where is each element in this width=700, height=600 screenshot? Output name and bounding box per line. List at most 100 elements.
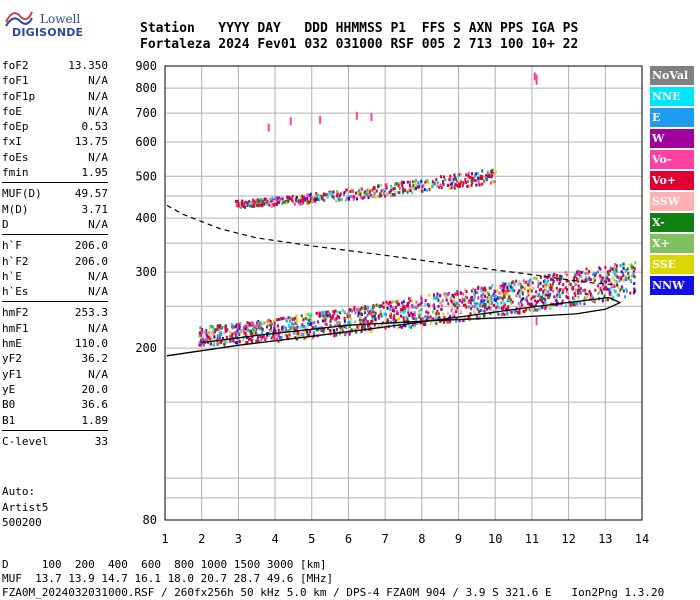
echo-point — [384, 194, 387, 198]
echo-point — [486, 307, 489, 311]
echo-point — [385, 300, 388, 304]
echo-point — [544, 283, 547, 287]
echo-point — [237, 331, 240, 335]
param-name: foF1 — [2, 74, 29, 88]
echo-point — [415, 306, 418, 310]
echo-point — [306, 201, 309, 205]
echo-point — [320, 195, 323, 199]
echo-point — [508, 289, 511, 293]
echo-point — [455, 310, 458, 314]
echo-point — [408, 324, 411, 328]
echo-point — [199, 331, 202, 335]
echo-point — [385, 320, 388, 324]
param-row: B1 1.89 — [2, 413, 108, 428]
echo-point — [502, 312, 505, 316]
echo-point — [325, 310, 328, 314]
parameter-panel: foF2 13.350 foF1 N/A foF1p N/A foE N/A foEp 0.53 f… — [2, 58, 108, 449]
echo-point — [258, 340, 261, 344]
echo-point — [436, 309, 439, 313]
param-value: N/A — [88, 321, 108, 335]
echo-point — [491, 180, 494, 184]
echo-point — [244, 342, 247, 346]
echo-point — [258, 199, 261, 203]
echo-point — [402, 315, 405, 319]
echo-point — [281, 325, 284, 329]
echo-point — [409, 189, 412, 193]
echo-point — [600, 286, 603, 290]
echo-point — [245, 335, 248, 339]
echo-point — [469, 312, 472, 316]
echo-point — [366, 188, 369, 192]
echo-point — [511, 286, 514, 290]
echo-point — [487, 293, 490, 297]
echo-point — [633, 275, 636, 279]
echo-point — [532, 309, 535, 313]
echo-point — [236, 328, 239, 332]
echo-point — [586, 293, 589, 297]
echo-point — [586, 295, 589, 299]
echo-point — [584, 288, 587, 292]
echo-point — [492, 173, 495, 177]
echo-point — [421, 317, 424, 321]
echo-point — [468, 299, 471, 303]
echo-point — [592, 277, 595, 281]
echo-point — [255, 198, 258, 202]
y-tick-label: 700 — [135, 106, 157, 120]
echo-point — [533, 276, 536, 280]
echo-point — [388, 300, 391, 304]
echo-point — [448, 320, 451, 324]
param-row: hmF2 253.3 — [2, 305, 108, 320]
x-tick-label: 10 — [488, 532, 502, 546]
echo-point — [355, 111, 358, 120]
echo-point — [527, 301, 530, 305]
echo-point — [291, 322, 294, 326]
echo-point — [487, 306, 490, 310]
echo-point — [564, 286, 567, 290]
echo-point — [315, 328, 318, 332]
echo-point — [428, 302, 431, 306]
echo-point — [347, 320, 350, 324]
echo-point — [247, 336, 250, 340]
echo-point — [345, 331, 348, 335]
echo-point — [224, 329, 227, 333]
echo-point — [359, 308, 362, 312]
echo-point — [244, 334, 247, 338]
echo-point — [347, 196, 350, 200]
echo-point — [604, 298, 607, 302]
echo-point — [382, 305, 385, 309]
echo-point — [623, 279, 626, 283]
echo-point — [561, 299, 564, 303]
echo-point — [412, 312, 415, 316]
echo-point — [572, 302, 575, 306]
echo-point — [507, 307, 510, 311]
echo-point — [611, 267, 614, 271]
echo-point — [402, 300, 405, 304]
echo-point — [305, 325, 308, 329]
echo-point — [256, 201, 259, 205]
echo-point — [242, 202, 245, 206]
echo-point — [422, 184, 425, 188]
echo-point — [333, 312, 336, 316]
echo-point — [402, 304, 405, 308]
echo-point — [322, 311, 325, 315]
echo-point — [333, 329, 336, 333]
param-name: B0 — [2, 398, 16, 412]
echo-point — [250, 322, 253, 326]
echo-point — [562, 288, 565, 292]
echo-point — [484, 294, 487, 298]
echo-point — [377, 315, 380, 319]
echo-point — [340, 325, 343, 329]
echo-point — [338, 321, 341, 325]
echo-point — [604, 277, 607, 281]
echo-point — [489, 181, 492, 185]
echo-point — [213, 340, 216, 344]
echo-point — [524, 286, 527, 290]
echo-point — [434, 296, 437, 300]
echo-point — [364, 305, 367, 309]
echo-point — [347, 311, 350, 315]
echo-point — [389, 194, 392, 198]
echo-point — [620, 276, 623, 280]
echo-point — [456, 306, 459, 310]
echo-point — [482, 176, 485, 180]
echo-point — [398, 316, 401, 320]
